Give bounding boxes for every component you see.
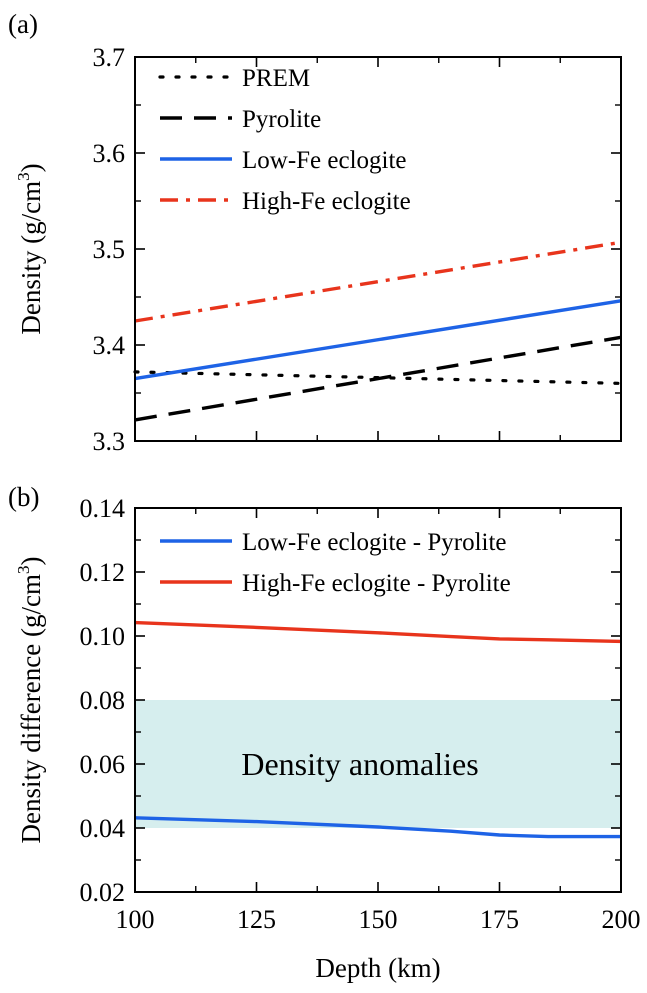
y-tick-label: 3.7 [93, 43, 126, 72]
legend-label: Low-Fe eclogite [242, 147, 407, 174]
series-line-low-fe-eclogite-pyrolite [134, 816, 621, 839]
x-tick-label: 125 [237, 905, 276, 934]
panel-b-density-difference-chart: (b) Density anomalies 0.02 0.04 0.06 0.08 0.… [8, 482, 641, 983]
panel-b-band-group: Density anomalies [135, 700, 621, 828]
y-tick-label: 0.12 [80, 558, 126, 587]
legend-label: PREM [242, 65, 310, 92]
y-tick-label: 0.02 [80, 878, 126, 907]
panel-a-series-group [133, 240, 623, 422]
y-tick-label: 3.3 [93, 427, 126, 456]
x-tick-label: 175 [480, 905, 519, 934]
legend-label: Low-Fe eclogite - Pyrolite [242, 529, 507, 556]
panel-a-frame [134, 56, 622, 442]
y-tick-label: 0.10 [80, 622, 126, 651]
panel-b-series-group [134, 620, 622, 839]
series-line-pyrolite [134, 335, 622, 422]
series-line-high-fe-eclogite [134, 240, 622, 323]
series-line-low-fe-eclogite [134, 299, 622, 381]
x-tick-label: 200 [602, 905, 641, 934]
panel-a-ticks: 3.3 3.4 3.5 3.6 3.7 [93, 43, 622, 456]
panel-b-y-axis-label: Density difference (g/cm3) [14, 557, 46, 844]
y-tick-label: 3.5 [93, 235, 126, 264]
density-anomalies-band [135, 700, 621, 828]
density-anomalies-label: Density anomalies [241, 746, 478, 782]
x-tick-label: 100 [116, 905, 155, 934]
y-tick-label: 3.4 [93, 331, 126, 360]
y-tick-label: 0.04 [80, 814, 126, 843]
x-tick-label: 150 [359, 905, 398, 934]
series-line-high-fe-eclogite-pyrolite [134, 620, 622, 644]
y-tick-label: 0.06 [80, 750, 126, 779]
panel-b-legend: Low-Fe eclogite - Pyrolite High-Fe eclogi… [160, 529, 511, 597]
y-tick-label: 3.6 [93, 139, 126, 168]
panel-b-frame [134, 507, 622, 893]
legend-label: High-Fe eclogite [242, 188, 411, 215]
y-tick-label: 0.14 [80, 494, 126, 523]
panel-a-density-chart: (a) 3.3 3.4 3.5 3.6 3.7 Density (g/cm3) PREM… [8, 9, 623, 456]
panel-b-x-axis-label: Depth (km) [315, 953, 440, 983]
panel-a-legend: PREM Pyrolite Low-Fe eclogite High-Fe eclog… [158, 65, 411, 215]
legend-label: Pyrolite [242, 106, 321, 133]
y-tick-label: 0.08 [80, 686, 126, 715]
legend-label: High-Fe eclogite - Pyrolite [242, 570, 511, 597]
panel-b-letter: (b) [8, 482, 39, 512]
panel-a-letter: (a) [8, 9, 38, 39]
panel-a-y-axis-label: Density (g/cm3) [14, 163, 46, 334]
